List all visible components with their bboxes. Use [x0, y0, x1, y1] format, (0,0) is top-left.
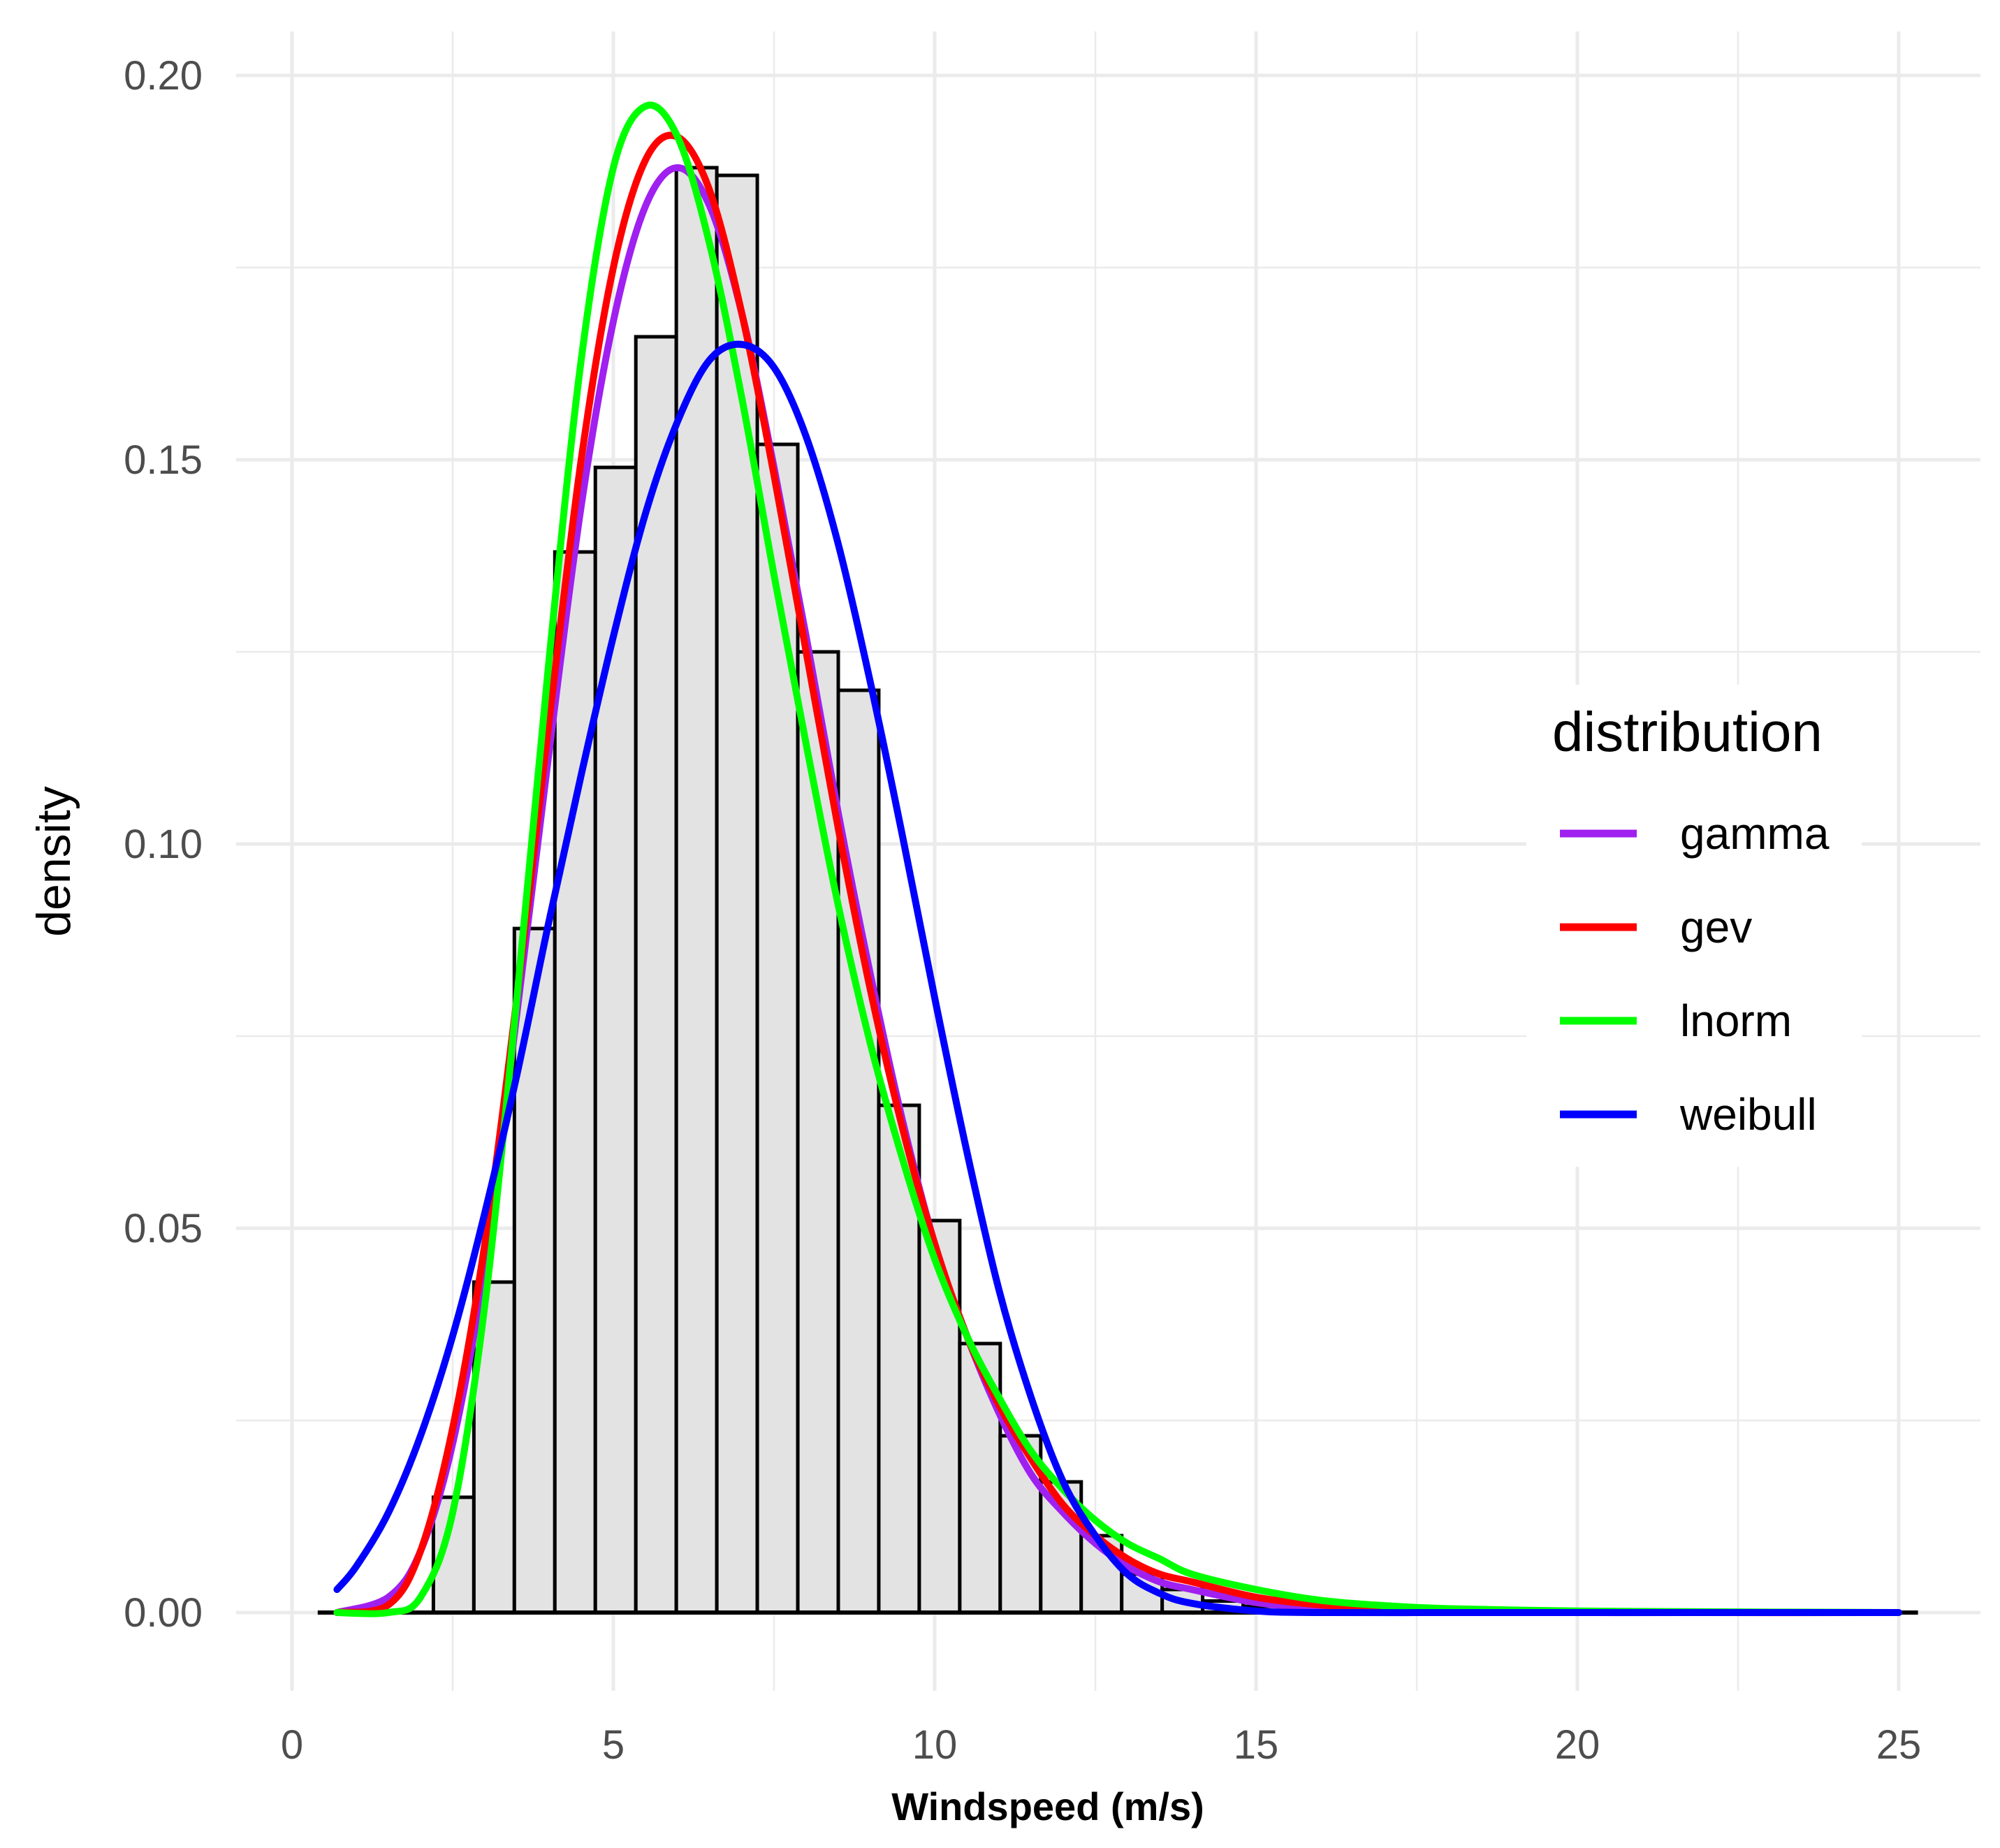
- histogram-bar: [512, 926, 557, 1615]
- y-tick-label: 0.15: [124, 437, 203, 483]
- x-tick-label: 20: [1555, 1722, 1600, 1768]
- x-axis-title: Windspeed (m/s): [891, 1784, 1204, 1828]
- legend: distribution gamma gev lnorm weibull: [1526, 685, 1862, 1167]
- histogram-bar: [553, 550, 597, 1615]
- density-curves: [333, 101, 1902, 1617]
- legend-label-gev: gev: [1680, 902, 1752, 952]
- y-tick-label: 0.20: [124, 53, 203, 99]
- x-tick-label: 25: [1876, 1722, 1922, 1768]
- density-curve-weibull: [333, 340, 1902, 1617]
- y-tick-label: 0.05: [124, 1206, 203, 1251]
- x-tick-label: 10: [912, 1722, 958, 1768]
- legend-keys: gamma gev lnorm weibull: [1560, 808, 1830, 1140]
- x-tick-label: 5: [602, 1722, 625, 1768]
- histogram-bar: [634, 335, 678, 1615]
- y-tick-label: 0.10: [124, 822, 203, 867]
- x-tick-label: 15: [1234, 1722, 1279, 1768]
- legend-label-lnorm: lnorm: [1680, 996, 1792, 1046]
- legend-title: distribution: [1552, 701, 1823, 763]
- y-axis-tick-labels: 0.00 0.05 0.10 0.15 0.20: [124, 53, 203, 1636]
- y-axis-title: density: [27, 786, 80, 936]
- legend-label-gamma: gamma: [1680, 808, 1830, 859]
- density-curve-lnorm: [333, 101, 1902, 1617]
- y-tick-label: 0.00: [124, 1590, 203, 1636]
- legend-label-weibull: weibull: [1679, 1089, 1817, 1140]
- x-tick-label: 0: [281, 1722, 303, 1768]
- histogram-bar: [755, 442, 800, 1615]
- x-axis-tick-labels: 0 5 10 15 20 25: [281, 1722, 1921, 1768]
